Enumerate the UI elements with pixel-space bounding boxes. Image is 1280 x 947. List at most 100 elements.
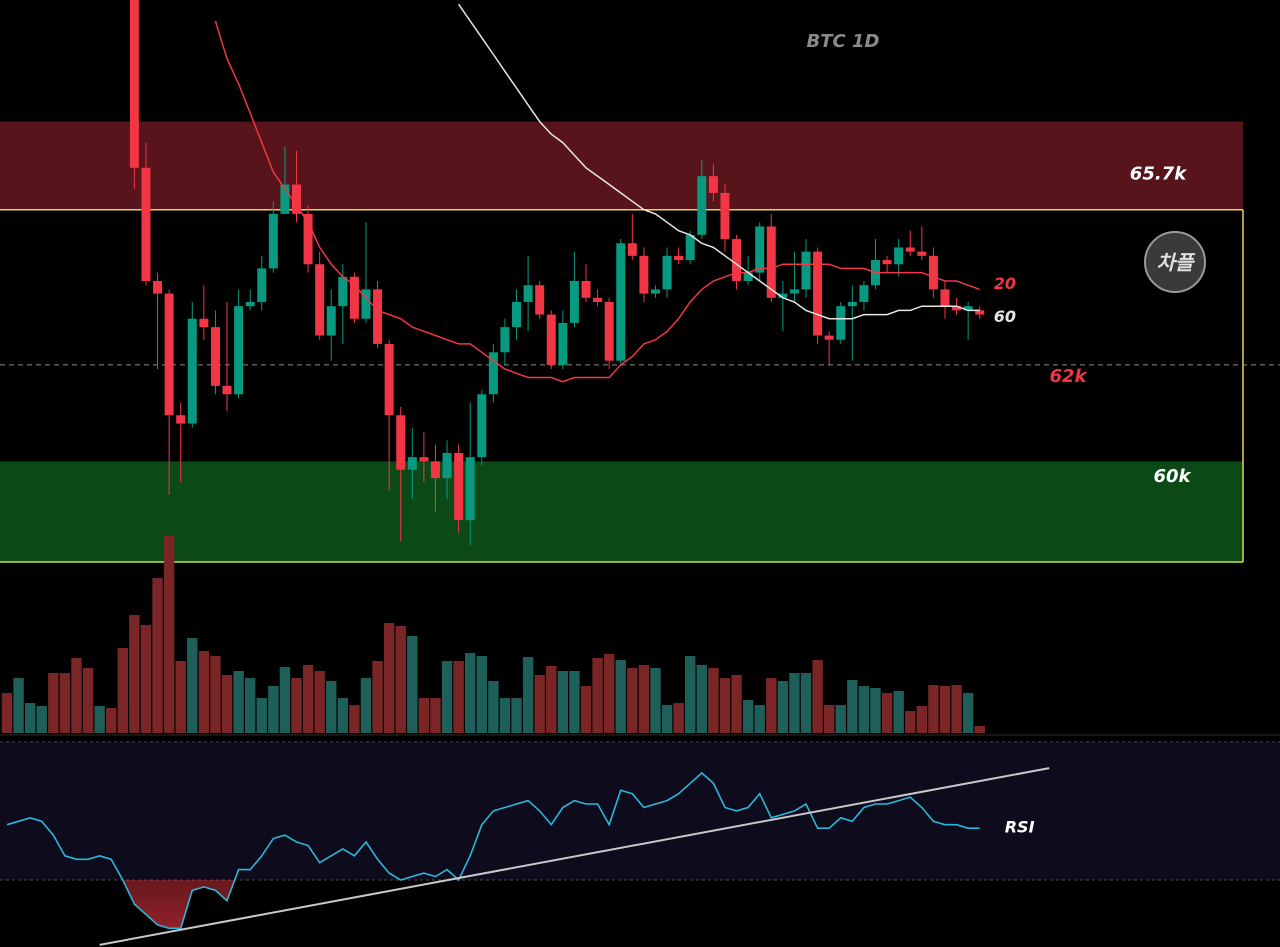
candle-body: [407, 457, 417, 470]
volume-bar: [627, 668, 638, 733]
volume-bar: [766, 678, 777, 733]
candle-body: [882, 260, 892, 265]
candle-body: [963, 306, 973, 311]
volume-bar: [742, 700, 754, 733]
candle-body: [153, 281, 163, 294]
moving-average-line: [457, 3, 980, 320]
volume-bar: [372, 661, 383, 733]
candle-body: [824, 335, 834, 340]
volume-bar: [962, 693, 974, 733]
volume-bar: [302, 665, 314, 733]
series-label: 20: [994, 274, 1016, 293]
volume-bar: [36, 706, 47, 733]
candle-body: [361, 289, 371, 319]
volume-bar: [430, 698, 441, 733]
volume-bar: [685, 656, 696, 733]
volume-bar: [279, 667, 291, 733]
volume-bar: [268, 686, 279, 733]
volume-bar: [847, 680, 858, 733]
candle-body: [801, 251, 811, 290]
volume-bar: [534, 675, 545, 733]
volume-bar: [974, 726, 985, 733]
resistance-zone: [0, 121, 1243, 210]
candle-body: [535, 285, 545, 315]
candle-body: [697, 176, 707, 235]
volume-bar: [522, 657, 534, 733]
volume-bar: [731, 675, 742, 733]
volume-bar: [198, 651, 210, 733]
volume-bar: [905, 711, 916, 733]
volume-bar: [696, 665, 707, 733]
label-layer: BTC 1D 65.7k 62k 60k 20 60 RSI: [807, 31, 1192, 837]
candle-body: [234, 306, 244, 395]
candle-body: [836, 306, 846, 340]
volume-bar: [916, 706, 928, 733]
candle-body: [766, 226, 776, 298]
candle-body: [813, 251, 823, 336]
volume-bar: [858, 686, 870, 733]
candle-body: [743, 272, 753, 281]
candle-body: [685, 234, 695, 261]
volume-bar: [754, 705, 765, 733]
volume-bar: [233, 671, 244, 733]
price-layer: [1, 0, 1050, 946]
volume-bar: [719, 678, 731, 733]
volume-bar: [152, 578, 163, 733]
candle-body: [639, 255, 649, 294]
volume-bar: [580, 686, 592, 733]
candle-body: [755, 226, 765, 273]
candle-body: [187, 318, 197, 424]
candle-body: [894, 247, 904, 265]
candle-body: [176, 415, 186, 424]
candle-body: [303, 213, 313, 265]
candle-body: [210, 327, 220, 386]
candle-body: [593, 297, 603, 302]
candle-body: [569, 281, 579, 323]
candle-body: [268, 213, 278, 269]
volume-bar: [569, 671, 580, 733]
volume-bar: [1, 693, 13, 733]
volume-bar: [221, 675, 233, 733]
candle-body: [292, 184, 301, 214]
volume-bar: [592, 658, 603, 733]
candle-body: [558, 322, 568, 365]
volume-bar: [117, 648, 128, 733]
volume-bar: [314, 671, 325, 733]
volume-bar: [823, 705, 835, 733]
rsi-label: RSI: [1005, 818, 1035, 837]
watermark: 차플: [1157, 251, 1196, 275]
volume-bar: [673, 703, 684, 733]
candle-body: [975, 310, 985, 315]
candle-body: [373, 289, 383, 344]
candle-body: [859, 285, 869, 302]
volume-bar: [418, 698, 430, 733]
volume-bar: [800, 673, 812, 733]
candle-body: [917, 251, 927, 256]
candle-body: [674, 255, 684, 261]
volume-bar: [326, 681, 337, 733]
watermark-badge: [1144, 231, 1206, 293]
candle-body: [384, 343, 394, 416]
volume-bar: [407, 636, 418, 733]
volume-bar: [951, 685, 962, 733]
volume-bar: [256, 698, 267, 733]
volume-bar: [59, 673, 71, 733]
candle-body: [952, 306, 962, 311]
volume-bar: [187, 638, 198, 733]
volume-bar: [777, 681, 789, 733]
volume-bar: [511, 698, 522, 733]
candle-body: [523, 285, 533, 302]
volume-bar: [638, 665, 650, 733]
candle-body: [245, 301, 255, 307]
volume-bar: [893, 691, 904, 733]
candle-body: [627, 243, 637, 256]
volume-bar: [499, 698, 511, 733]
candle-body: [199, 318, 209, 328]
candle-body: [326, 306, 336, 336]
background-layer: 차플: [0, 121, 1280, 881]
volume-bar: [465, 653, 476, 733]
volume-bar: [129, 615, 140, 733]
volume-bar: [175, 661, 186, 733]
